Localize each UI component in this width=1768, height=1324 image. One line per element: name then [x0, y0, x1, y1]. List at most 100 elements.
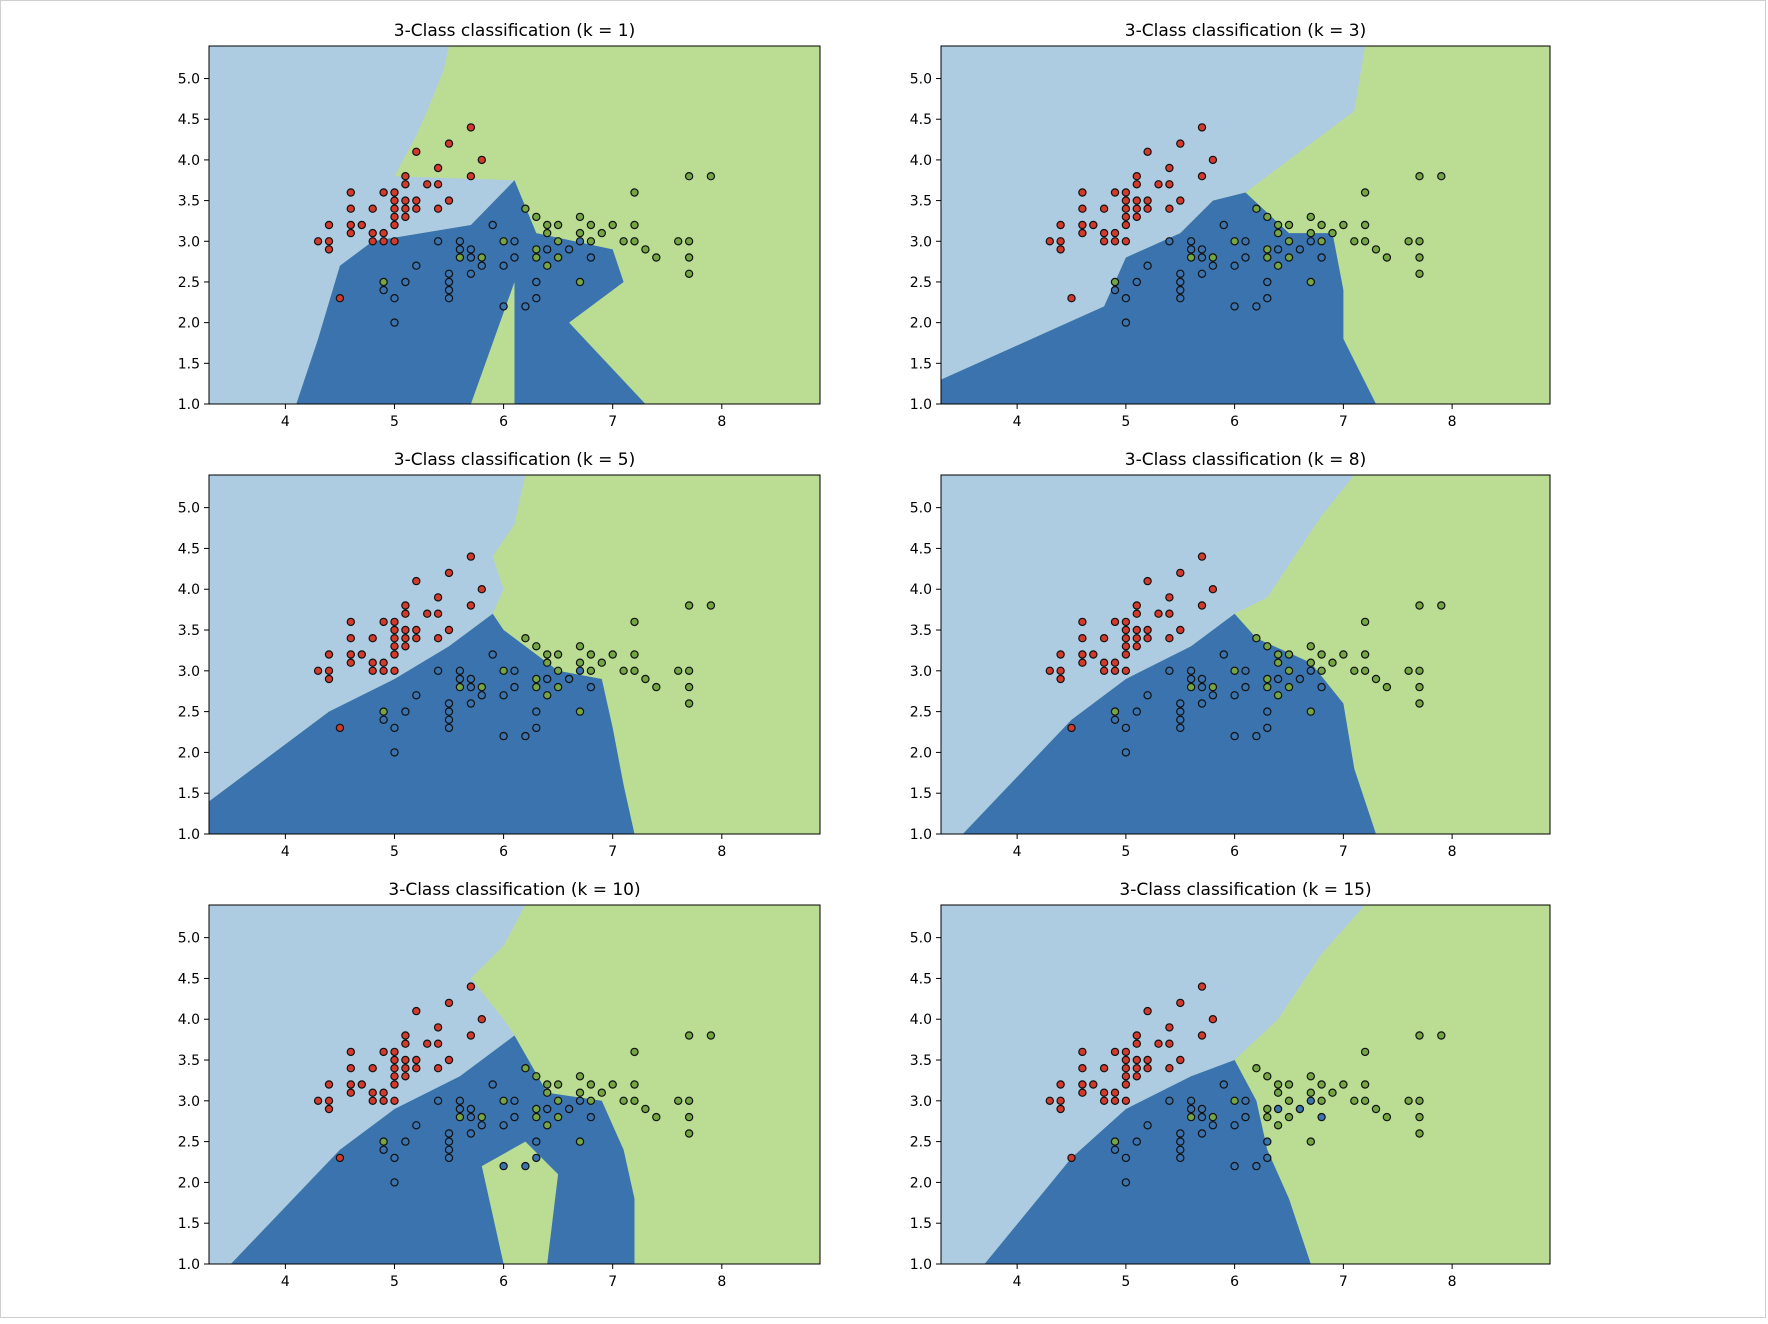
- data-point-class-b: [466, 245, 476, 254]
- data-point-class-c: [575, 1072, 585, 1081]
- x-tick-label: 5: [390, 1274, 399, 1290]
- x-tick-label: 8: [717, 414, 726, 430]
- data-point-class-a: [1089, 650, 1098, 659]
- data-point-class-a: [401, 204, 410, 213]
- data-point-class-c: [575, 277, 585, 287]
- data-point-class-b: [1295, 245, 1305, 254]
- data-point-class-a: [1197, 601, 1207, 610]
- data-point-class-a: [1143, 634, 1152, 643]
- data-point-class-a: [1165, 1039, 1174, 1048]
- data-point-class-b: [1197, 1112, 1207, 1122]
- data-point-class-a: [390, 617, 399, 627]
- data-point-class-a: [346, 658, 355, 667]
- data-point-class-c: [532, 674, 541, 684]
- data-point-class-c: [532, 642, 541, 651]
- data-point-class-c: [1404, 666, 1413, 676]
- data-point-class-c: [1350, 237, 1359, 246]
- data-point-class-a: [346, 204, 355, 213]
- data-point-class-c: [532, 1104, 541, 1114]
- data-point-class-c: [1208, 682, 1218, 692]
- data-point-class-c: [1273, 1080, 1283, 1089]
- data-point-class-a: [412, 1063, 421, 1073]
- data-point-class-b: [521, 731, 530, 741]
- data-point-class-a: [379, 188, 388, 197]
- data-point-class-c: [1263, 253, 1272, 262]
- x-tick-label: 8: [1448, 844, 1457, 860]
- data-point-class-a: [1121, 634, 1131, 643]
- data-point-class-a: [379, 228, 388, 238]
- data-point-class-a: [368, 237, 377, 246]
- data-point-class-b: [1176, 285, 1185, 295]
- x-tick-label: 7: [608, 844, 617, 860]
- axes-frame: [940, 45, 1551, 405]
- data-point-class-c: [586, 1096, 596, 1106]
- data-point-class-c: [608, 220, 617, 230]
- data-point-class-c: [543, 658, 552, 667]
- data-point-class-b: [466, 1104, 476, 1114]
- data-point-class-a: [1132, 196, 1142, 205]
- data-point-class-a: [1208, 1015, 1218, 1024]
- data-point-class-a: [390, 237, 399, 246]
- data-point-class-a: [390, 220, 399, 230]
- data-point-class-c: [553, 650, 563, 659]
- data-point-class-a: [477, 585, 486, 594]
- data-point-class-c: [652, 1112, 661, 1122]
- data-point-class-b: [466, 699, 476, 708]
- data-point-class-c: [619, 666, 628, 676]
- data-point-class-c: [1306, 642, 1316, 651]
- data-point-class-b: [1241, 1112, 1250, 1122]
- data-point-class-a: [1099, 658, 1109, 667]
- data-point-class-b: [543, 245, 552, 254]
- data-point-class-a: [1099, 634, 1109, 643]
- data-point-class-a: [1121, 204, 1131, 213]
- data-point-class-a: [1143, 1055, 1152, 1065]
- data-point-class-b: [575, 1096, 585, 1106]
- data-point-class-b: [455, 1096, 465, 1106]
- data-point-class-a: [1121, 1072, 1131, 1081]
- data-point-class-b: [412, 1121, 421, 1130]
- data-point-class-a: [466, 552, 476, 561]
- data-point-class-a: [1121, 1047, 1131, 1057]
- data-point-class-c: [1230, 666, 1239, 676]
- data-point-class-c: [575, 228, 585, 238]
- y-tick-label: 5.0: [178, 931, 200, 947]
- data-point-class-a: [1110, 1088, 1120, 1097]
- data-point-class-a: [1121, 1096, 1131, 1106]
- data-point-class-a: [1056, 220, 1065, 230]
- data-point-class-a: [324, 1104, 334, 1114]
- data-point-class-c: [1208, 253, 1218, 262]
- data-point-class-c: [586, 650, 596, 659]
- data-point-class-b: [1273, 245, 1283, 254]
- region-class-b: [209, 613, 635, 834]
- data-point-class-c: [619, 1096, 628, 1106]
- data-point-class-b: [1121, 1153, 1131, 1163]
- data-point-class-c: [630, 1047, 639, 1057]
- data-point-class-b: [1263, 1137, 1272, 1146]
- data-point-class-b: [1176, 723, 1185, 733]
- data-point-class-c: [575, 1137, 585, 1146]
- data-point-class-b: [444, 285, 454, 295]
- data-point-class-b: [1252, 302, 1261, 311]
- data-point-class-a: [1121, 212, 1131, 222]
- data-point-class-c: [1273, 650, 1283, 659]
- data-point-class-a: [368, 228, 377, 238]
- data-point-class-a: [444, 998, 454, 1008]
- data-point-class-a: [1089, 1080, 1098, 1089]
- data-point-class-c: [1186, 1112, 1196, 1122]
- data-point-class-a: [1132, 1055, 1142, 1065]
- y-tick-label: 2.5: [910, 275, 932, 291]
- data-point-class-c: [1273, 691, 1283, 700]
- data-point-class-c: [1284, 650, 1294, 659]
- data-point-class-a: [390, 650, 399, 659]
- data-point-class-a: [1143, 196, 1152, 205]
- data-point-class-a: [1176, 568, 1185, 578]
- data-point-class-c: [543, 650, 552, 659]
- data-point-class-b: [1241, 253, 1250, 262]
- data-point-class-a: [433, 1023, 443, 1032]
- region-class-a: [941, 46, 1366, 380]
- data-point-class-a: [433, 609, 443, 618]
- data-point-class-a: [1132, 171, 1142, 181]
- chart-title: 3-Class classification (k = 5): [394, 450, 635, 470]
- data-point-class-c: [706, 171, 716, 181]
- data-point-class-c: [1437, 601, 1446, 610]
